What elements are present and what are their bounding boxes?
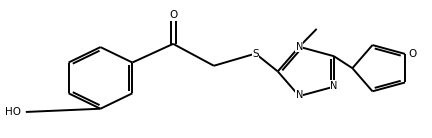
Text: S: S: [252, 49, 259, 59]
Text: N: N: [295, 90, 303, 100]
Text: N: N: [295, 42, 303, 52]
Text: HO: HO: [5, 107, 21, 117]
Text: O: O: [409, 49, 417, 59]
Text: N: N: [330, 81, 337, 91]
Text: O: O: [169, 10, 177, 20]
